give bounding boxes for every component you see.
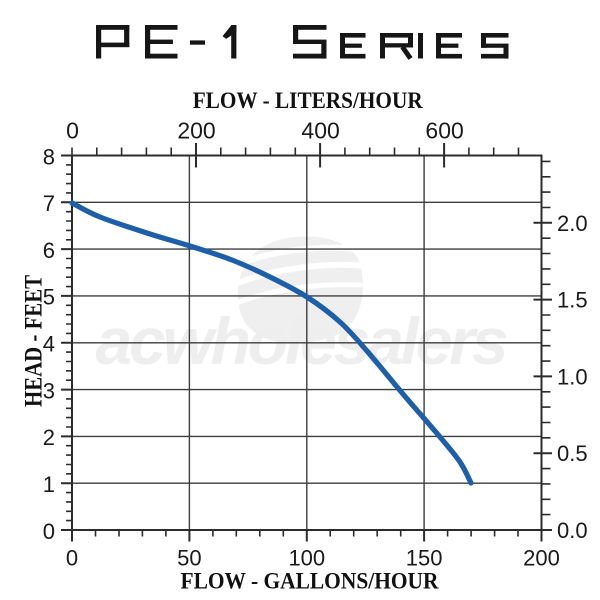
svg-text:100: 100	[288, 546, 325, 571]
svg-text:50: 50	[177, 546, 201, 571]
svg-text:0: 0	[66, 118, 79, 144]
svg-text:5: 5	[43, 285, 55, 310]
svg-text:200: 200	[177, 118, 215, 144]
svg-text:4: 4	[43, 332, 55, 357]
svg-text:600: 600	[425, 118, 463, 144]
svg-text:8: 8	[43, 144, 55, 169]
svg-text:FLOW - LITERS/HOUR: FLOW - LITERS/HOUR	[193, 88, 423, 113]
svg-text:7: 7	[43, 191, 55, 216]
svg-text:2.0: 2.0	[557, 211, 588, 236]
svg-text:1.0: 1.0	[557, 364, 588, 389]
svg-text:400: 400	[301, 118, 339, 144]
svg-text:FLOW - GALLONS/HOUR: FLOW - GALLONS/HOUR	[181, 569, 439, 594]
svg-text:HEAD - FEET: HEAD - FEET	[21, 275, 48, 407]
svg-text:0.5: 0.5	[557, 441, 588, 466]
svg-text:acwholesalers: acwholesalers	[96, 304, 509, 378]
svg-text:0.0: 0.0	[557, 518, 588, 543]
svg-text:3: 3	[43, 378, 55, 403]
svg-text:200: 200	[523, 546, 560, 571]
svg-text:1: 1	[43, 472, 55, 497]
svg-text:0: 0	[66, 546, 78, 571]
svg-text:2: 2	[43, 425, 55, 450]
svg-text:0: 0	[43, 519, 55, 544]
svg-text:6: 6	[43, 238, 55, 263]
svg-text:1.5: 1.5	[557, 288, 588, 313]
svg-text:150: 150	[406, 546, 443, 571]
